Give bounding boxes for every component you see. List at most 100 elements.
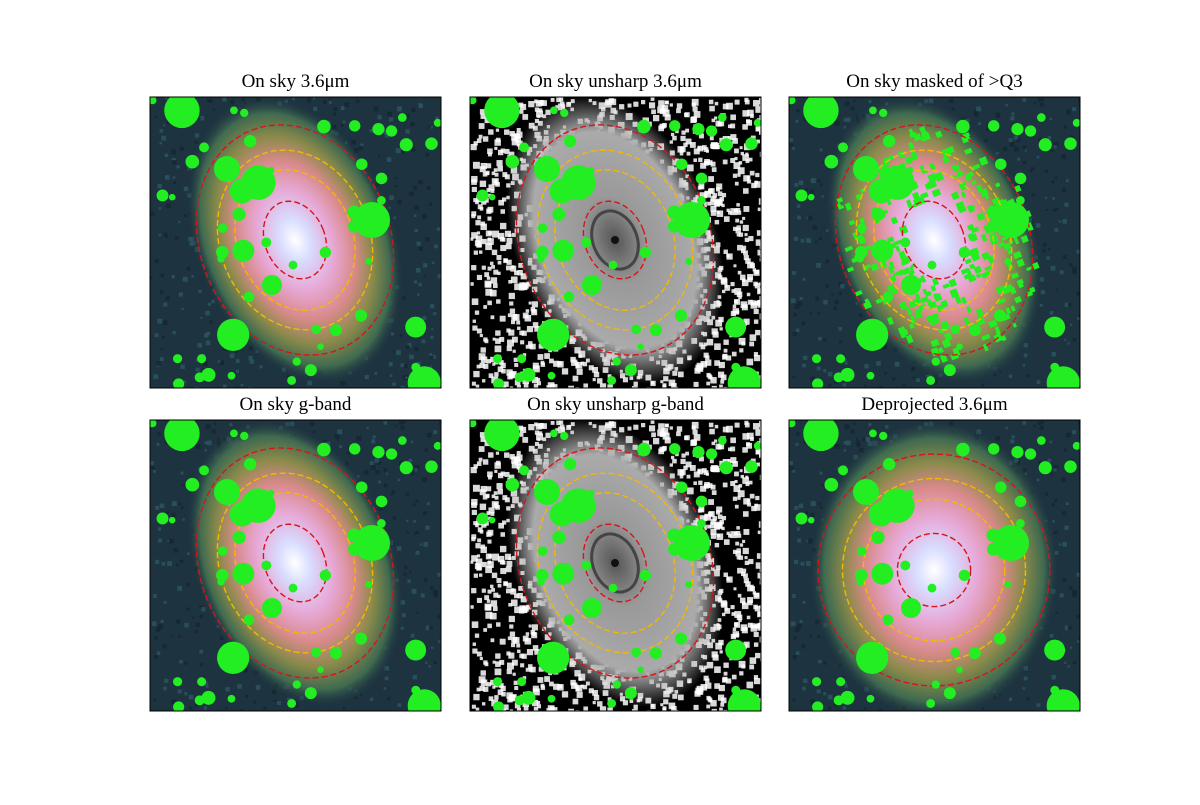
noise [738, 161, 743, 165]
mask-pixel [920, 296, 929, 304]
noise [391, 490, 396, 494]
noise [856, 443, 861, 448]
noise [819, 183, 823, 186]
noise [710, 161, 716, 167]
noise [494, 668, 502, 676]
noise [705, 678, 710, 683]
noise [164, 153, 169, 158]
noise [520, 340, 525, 345]
noise [413, 520, 416, 523]
noise [730, 158, 736, 164]
noise [716, 533, 720, 538]
noise [239, 709, 244, 711]
noise [670, 132, 675, 137]
noise [411, 472, 415, 476]
star-mask [674, 202, 710, 238]
noise [195, 622, 200, 628]
star-mask [871, 336, 884, 349]
noise [703, 352, 709, 358]
noise [487, 300, 492, 306]
noise [744, 560, 750, 566]
noise [712, 193, 718, 198]
noise [818, 336, 822, 341]
noise [403, 364, 408, 369]
noise [706, 381, 711, 386]
noise [493, 269, 499, 275]
noise [858, 313, 863, 317]
noise [708, 99, 714, 105]
noise [410, 633, 415, 638]
noise [722, 289, 726, 294]
star-mask [354, 525, 390, 561]
noise [745, 119, 750, 124]
noise [754, 269, 760, 275]
star-mask [552, 659, 565, 672]
noise [499, 315, 506, 322]
star-mask [883, 134, 896, 148]
mask-pixel [970, 226, 980, 234]
star-mask [956, 119, 970, 134]
noise [732, 549, 738, 554]
noise [807, 215, 813, 221]
noise [428, 665, 431, 668]
noise [418, 180, 423, 185]
noise [506, 345, 512, 352]
noise [710, 143, 715, 149]
noise [740, 301, 748, 309]
noise [528, 100, 535, 108]
noise [158, 233, 162, 237]
noise [744, 97, 749, 102]
star-mask [550, 429, 558, 438]
noise [741, 568, 747, 573]
mask-pixel [1010, 305, 1016, 312]
image-panel [150, 97, 441, 388]
noise [714, 219, 720, 225]
noise [488, 373, 494, 379]
noise [730, 437, 736, 444]
noise [438, 639, 441, 643]
mask-pixel [968, 205, 976, 211]
noise [490, 277, 498, 284]
mask-pixel [935, 130, 943, 139]
noise [1047, 247, 1051, 251]
noise [757, 627, 761, 631]
noise [709, 459, 714, 464]
mask-pixel [975, 273, 982, 279]
noise [570, 356, 576, 363]
noise [706, 661, 714, 669]
noise [747, 299, 753, 305]
noise [853, 99, 856, 103]
noise [165, 296, 170, 301]
noise [733, 622, 738, 627]
noise [814, 240, 818, 244]
noise [669, 103, 673, 107]
noise [492, 660, 496, 664]
noise [671, 386, 678, 388]
mask-pixel [971, 248, 977, 255]
noise [627, 103, 632, 108]
mask-pixel [963, 316, 970, 326]
noise [174, 236, 179, 240]
noise [243, 667, 248, 673]
noise [757, 288, 761, 293]
noise [476, 138, 482, 143]
star-mask [807, 193, 815, 201]
noise [399, 333, 403, 337]
noise [513, 680, 518, 685]
noise [556, 420, 561, 426]
noise [182, 518, 185, 521]
noise [521, 330, 527, 336]
noise [479, 166, 486, 173]
noise [429, 365, 433, 369]
noise [418, 104, 423, 109]
star-mask [582, 275, 602, 295]
noise [433, 430, 438, 435]
noise [509, 301, 514, 306]
noise [225, 707, 228, 710]
noise [746, 358, 754, 366]
noise [416, 241, 421, 246]
noise [377, 461, 382, 465]
noise [480, 436, 486, 442]
noise [471, 704, 476, 709]
noise [512, 349, 516, 353]
